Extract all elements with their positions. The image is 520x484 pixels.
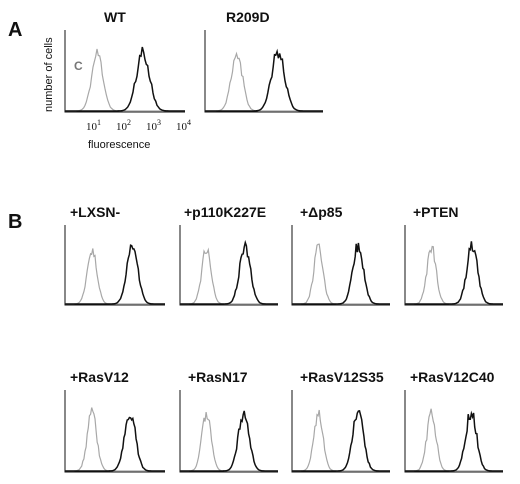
axes-r209d xyxy=(204,30,323,113)
histogram-lxsn: +LXSN- xyxy=(64,204,165,306)
control-curve-deltap85 xyxy=(292,243,390,305)
sample-curve-rasv12c40 xyxy=(405,410,503,472)
tick-label-100: 102 xyxy=(116,118,131,133)
axes-deltap85 xyxy=(291,225,390,306)
plot-title-deltap85: +Δp85 xyxy=(300,204,343,220)
sample-curve-wt xyxy=(65,46,185,112)
sample-curve-rasv12s35 xyxy=(292,410,390,472)
sample-curve-rasv12 xyxy=(65,416,165,472)
axes-p110k227e xyxy=(179,225,278,306)
sample-curve-pten xyxy=(405,241,503,305)
plot-title-lxsn: +LXSN- xyxy=(70,204,121,220)
control-curve-wt xyxy=(65,48,185,112)
control-curve-r209d xyxy=(205,51,323,112)
tick-label-1000: 103 xyxy=(146,118,161,133)
control-curve-rasv12 xyxy=(65,407,165,472)
histogram-deltap85: +Δp85 xyxy=(291,204,390,306)
plot-title-rasv12s35: +RasV12S35 xyxy=(300,369,384,385)
sample-curve-p110k227e xyxy=(180,239,278,305)
control-curve-pten xyxy=(405,245,503,305)
sample-curve-rasn17 xyxy=(180,410,278,472)
control-curve-label: C xyxy=(74,59,83,73)
sample-curve-deltap85 xyxy=(292,242,390,305)
histogram-pten: +PTEN xyxy=(404,204,503,306)
sample-curve-r209d xyxy=(205,48,323,112)
histogram-rasn17: +RasN17 xyxy=(179,369,278,473)
tick-label-10: 101 xyxy=(86,118,101,133)
x-axis-ticks: 101 102 103 104 xyxy=(86,118,191,133)
panel-letter-a: A xyxy=(8,19,22,41)
axes-lxsn xyxy=(64,225,165,306)
histogram-rasv12c40: +RasV12C40 xyxy=(404,369,503,473)
axes-rasv12 xyxy=(64,390,165,473)
control-curve-rasv12s35 xyxy=(292,409,390,472)
control-curve-p110k227e xyxy=(180,247,278,305)
y-axis-label: number of cells xyxy=(43,37,55,112)
histogram-wt: WT xyxy=(64,9,185,113)
panel-letter-b: B xyxy=(8,211,22,233)
plot-title-rasv12c40: +RasV12C40 xyxy=(410,369,495,385)
axes-rasv12s35 xyxy=(291,390,390,473)
axes-rasv12c40 xyxy=(404,390,503,473)
plot-title-wt: WT xyxy=(104,9,126,25)
histogram-r209d: R209D xyxy=(204,9,323,113)
histogram-rasv12: +RasV12 xyxy=(64,369,165,473)
plot-title-rasn17: +RasN17 xyxy=(188,369,248,385)
plot-title-rasv12: +RasV12 xyxy=(70,369,129,385)
histogram-plots: WT R209D +LXSN- +p110K227E +Δp85 +PTEN +RasV12… xyxy=(64,9,503,473)
control-curve-rasn17 xyxy=(180,412,278,472)
plot-title-pten: +PTEN xyxy=(413,204,459,220)
plot-title-r209d: R209D xyxy=(226,9,270,25)
control-curve-rasv12c40 xyxy=(405,408,503,472)
axes-pten xyxy=(404,225,503,306)
histogram-p110k227e: +p110K227E xyxy=(179,204,278,306)
histogram-rasv12s35: +RasV12S35 xyxy=(291,369,390,473)
axes-rasn17 xyxy=(179,390,278,473)
x-axis-label: fluorescence xyxy=(88,139,150,151)
plot-title-p110k227e: +p110K227E xyxy=(184,204,266,220)
control-curve-lxsn xyxy=(65,248,165,305)
sample-curve-lxsn xyxy=(65,244,165,305)
tick-label-10000: 104 xyxy=(176,118,191,133)
axes-wt xyxy=(64,30,185,113)
